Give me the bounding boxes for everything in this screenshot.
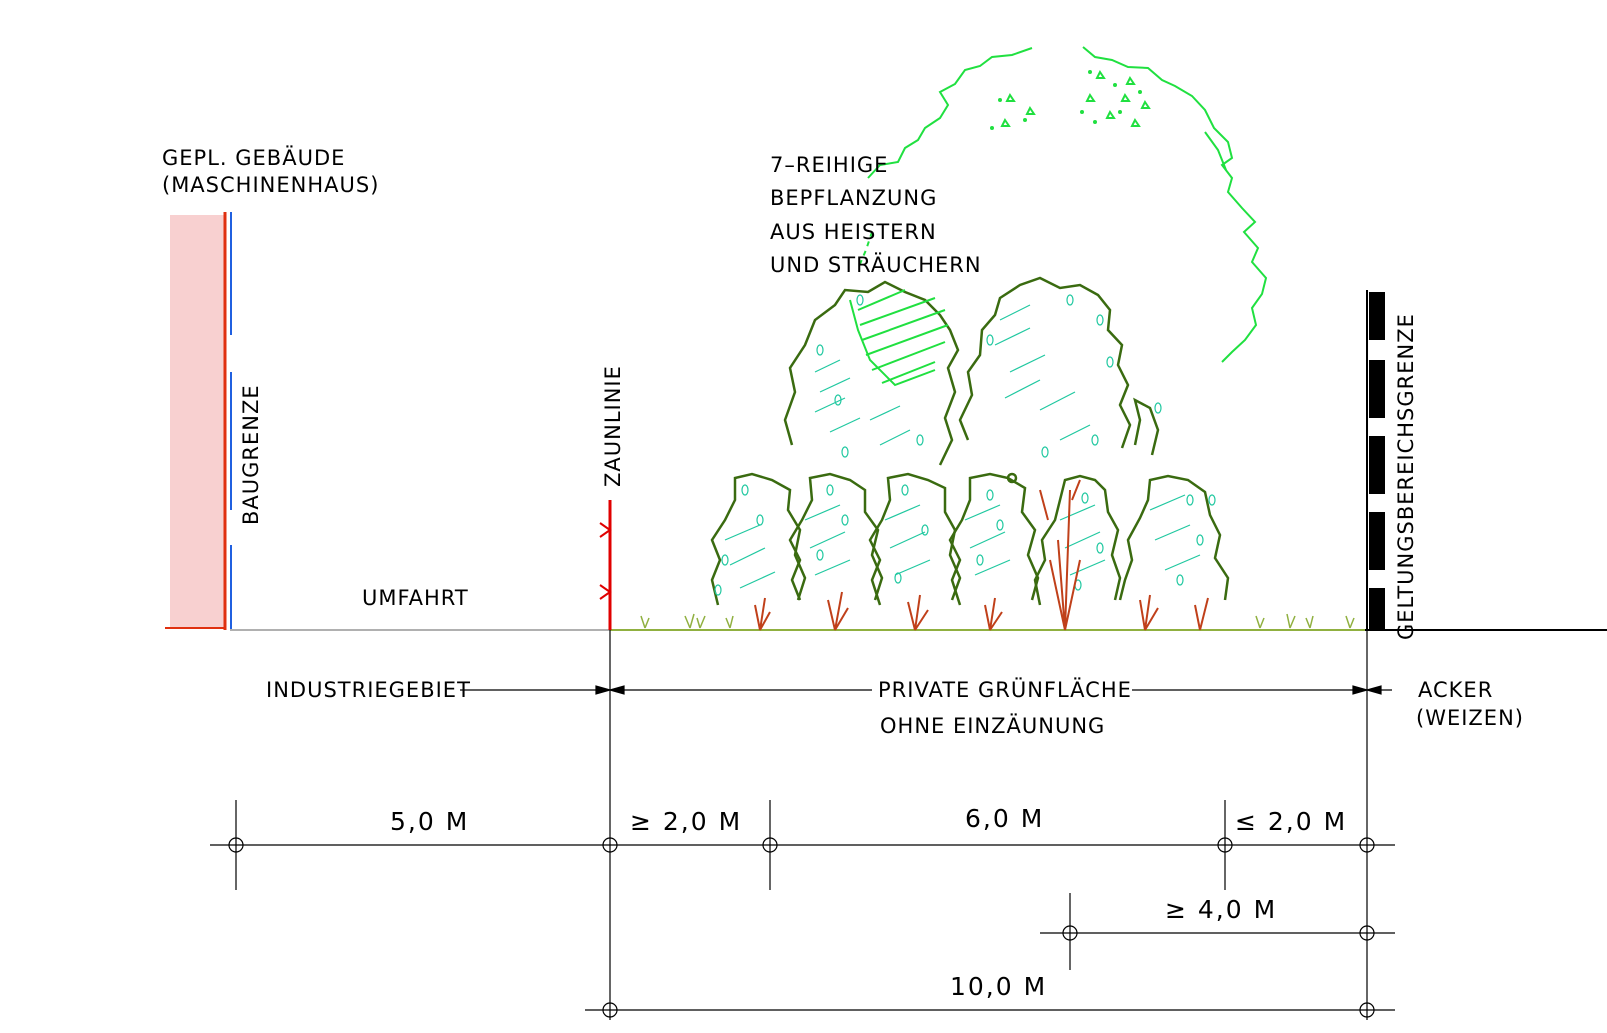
boundary-block	[1369, 512, 1385, 570]
shrub-outline	[868, 472, 962, 606]
shrub-outline	[948, 472, 1040, 606]
tree-leaf-dots	[990, 70, 1142, 130]
shrub-outline	[783, 280, 960, 466]
fence-mark	[599, 584, 612, 600]
tree-outline	[1082, 46, 1268, 363]
zone-lines	[460, 630, 1392, 1020]
zone-private-label-line1: PRIVATE GRÜNFLÄCHE	[878, 677, 1132, 702]
zaunlinie-label: ZAUNLINIE	[601, 365, 625, 487]
shrub-stems	[754, 479, 1209, 631]
umfahrt-label: UMFAHRT	[362, 586, 469, 610]
tree-outline	[867, 47, 1033, 179]
dimension-node	[1359, 837, 1375, 853]
shrub-group-front	[710, 472, 1230, 606]
arrowhead	[607, 685, 625, 695]
geltungsbereichsgrenze-label: GELTUNGSBEREICHSGRENZE	[1394, 313, 1418, 640]
shrub-outline	[958, 276, 1132, 449]
dimension-label-5: ≥ 4,0 M	[1165, 895, 1277, 924]
tree-trunk-hatch	[849, 289, 949, 387]
shrub-outline	[1118, 474, 1230, 601]
boundary-block	[1369, 360, 1385, 418]
building-label-line1: GEPL. GEBÄUDE	[162, 145, 345, 170]
tree-outline	[1204, 131, 1227, 171]
fence-line	[599, 500, 612, 630]
baugrenze-label: BAUGRENZE	[239, 384, 263, 525]
building-body	[170, 215, 225, 628]
tree-leaf-marks	[1000, 70, 1151, 127]
zone-industrie-label: INDUSTRIEGEBIET	[266, 678, 471, 702]
dimension-label-2: ≥ 2,0 M	[630, 807, 742, 836]
zone-acker-label-line1: ACKER	[1418, 678, 1493, 702]
planting-label-line4: UND STRÄUCHERN	[770, 252, 982, 277]
planting-label-line1: 7–REIHIGE	[770, 153, 888, 177]
dimension-node	[1217, 837, 1233, 853]
dimension-label-6: 10,0 M	[950, 972, 1047, 1001]
shrub-group-back	[783, 276, 1160, 466]
dimension-node	[1359, 925, 1375, 941]
planned-building	[165, 212, 232, 630]
dimension-node	[1062, 925, 1078, 941]
shrub-dots-back	[816, 294, 1162, 458]
boundary-block	[1369, 588, 1385, 630]
dimension-node	[602, 837, 618, 853]
dimension-label-4: ≤ 2,0 M	[1235, 807, 1347, 836]
shrub-outline	[1133, 397, 1160, 456]
shrub-hatch-back	[814, 304, 1091, 446]
arrowhead	[595, 685, 613, 695]
planting-label-line2: BEPFLANZUNG	[770, 186, 937, 210]
arrowhead	[1352, 685, 1370, 695]
fence-mark	[599, 522, 612, 538]
shrub-outline	[1033, 474, 1122, 606]
building-label-line2: (MASCHINENHAUS)	[162, 173, 379, 197]
zone-private-label-line2: OHNE EINZÄUNUNG	[880, 713, 1105, 738]
dimension-label-1: 5,0 M	[390, 807, 469, 836]
dimension-label-3: 6,0 M	[965, 804, 1044, 833]
boundary-block	[1369, 436, 1385, 494]
arrowhead	[1364, 685, 1382, 695]
shrub-outline	[710, 472, 807, 606]
dimension-node	[1359, 1002, 1375, 1018]
dimension-node	[228, 837, 244, 853]
planting-label-line3: AUS HEISTERN	[770, 220, 937, 244]
boundary-block	[1369, 292, 1385, 340]
tree-crown	[859, 46, 1268, 363]
zone-acker-label-line2: (WEIZEN)	[1416, 706, 1524, 730]
dimension-node	[762, 837, 778, 853]
shrub-hatch-front	[724, 494, 1201, 589]
grass-marks	[640, 613, 1355, 629]
geltungsbereich-boundary	[1366, 290, 1385, 630]
dimension-node	[602, 1002, 618, 1018]
dimension-lines	[210, 800, 1395, 1018]
